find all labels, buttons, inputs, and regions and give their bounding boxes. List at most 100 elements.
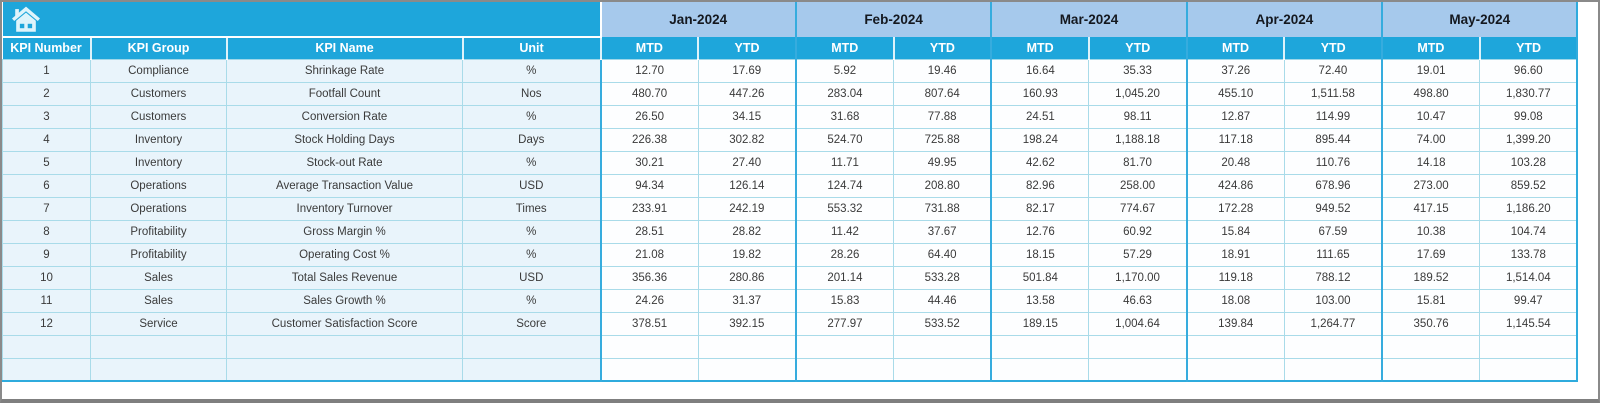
cell-value[interactable] (893, 357, 992, 382)
cell-value[interactable]: 64.40 (893, 242, 992, 267)
cell-kpi-number[interactable] (2, 357, 91, 382)
cell-value[interactable]: 11.42 (794, 219, 895, 244)
cell-kpi-group[interactable]: Inventory (90, 150, 227, 175)
subheader-ytd[interactable]: YTD (892, 37, 992, 60)
cell-value[interactable]: 117.18 (1185, 127, 1285, 152)
cell-kpi-name[interactable]: Shrinkage Rate (226, 58, 463, 83)
cell-kpi-name[interactable]: Inventory Turnover (226, 196, 463, 221)
cell-kpi-name[interactable]: Conversion Rate (226, 104, 463, 129)
cell-value[interactable] (599, 357, 699, 382)
cell-value[interactable]: 350.76 (1381, 311, 1481, 336)
cell-value[interactable]: 17.69 (697, 58, 797, 83)
cell-kpi-name[interactable]: Sales Growth % (226, 288, 463, 313)
cell-kpi-name[interactable]: Stock-out Rate (226, 150, 463, 175)
subheader-mtd[interactable]: MTD (990, 37, 1089, 60)
cell-kpi-number[interactable]: 9 (2, 242, 91, 267)
cell-kpi-name[interactable] (226, 357, 463, 382)
cell-value[interactable]: 133.78 (1479, 242, 1578, 267)
cell-kpi-number[interactable]: 5 (2, 150, 91, 175)
cell-value[interactable] (1088, 357, 1188, 382)
cell-kpi-group[interactable]: Sales (90, 265, 227, 290)
cell-unit[interactable]: % (462, 288, 601, 313)
cell-value[interactable] (794, 334, 895, 359)
cell-value[interactable]: 678.96 (1283, 173, 1383, 198)
cell-value[interactable]: 74.00 (1381, 127, 1481, 152)
cell-unit[interactable]: % (462, 58, 601, 83)
cell-value[interactable]: 19.46 (893, 58, 992, 83)
col-header-kpi-number[interactable]: KPI Number (2, 37, 91, 60)
cell-value[interactable]: 19.01 (1381, 58, 1481, 83)
cell-value[interactable]: 18.08 (1185, 288, 1285, 313)
cell-value[interactable]: 99.08 (1479, 104, 1578, 129)
month-header-apr[interactable]: Apr-2024 (1185, 2, 1383, 37)
cell-value[interactable]: 208.80 (893, 173, 992, 198)
cell-value[interactable]: 1,004.64 (1088, 311, 1188, 336)
month-header-feb[interactable]: Feb-2024 (794, 2, 992, 37)
cell-value[interactable]: 31.68 (794, 104, 895, 129)
cell-value[interactable]: 12.70 (599, 58, 699, 83)
cell-value[interactable]: 356.36 (599, 265, 699, 290)
cell-value[interactable] (990, 334, 1090, 359)
cell-unit[interactable] (462, 334, 601, 359)
cell-kpi-group[interactable]: Operations (90, 196, 227, 221)
cell-value[interactable]: 44.46 (893, 288, 992, 313)
cell-value[interactable]: 302.82 (697, 127, 797, 152)
cell-value[interactable]: 60.92 (1088, 219, 1188, 244)
cell-value[interactable]: 1,511.58 (1283, 81, 1383, 106)
cell-value[interactable]: 1,264.77 (1283, 311, 1383, 336)
cell-value[interactable]: 226.38 (599, 127, 699, 152)
cell-kpi-number[interactable]: 3 (2, 104, 91, 129)
cell-value[interactable]: 72.40 (1283, 58, 1383, 83)
cell-kpi-group[interactable]: Operations (90, 173, 227, 198)
subheader-ytd[interactable]: YTD (697, 37, 796, 60)
cell-value[interactable] (1381, 357, 1481, 382)
cell-value[interactable]: 20.48 (1185, 150, 1285, 175)
cell-value[interactable]: 1,186.20 (1479, 196, 1578, 221)
home-icon[interactable] (11, 6, 41, 33)
subheader-ytd[interactable]: YTD (1478, 37, 1578, 60)
subheader-mtd[interactable]: MTD (599, 37, 699, 60)
cell-kpi-number[interactable]: 1 (2, 58, 91, 83)
cell-kpi-name[interactable]: Footfall Count (226, 81, 463, 106)
cell-kpi-group[interactable]: Inventory (90, 127, 227, 152)
cell-kpi-name[interactable] (226, 334, 463, 359)
cell-value[interactable]: 28.51 (599, 219, 699, 244)
cell-value[interactable]: 17.69 (1381, 242, 1481, 267)
cell-unit[interactable]: USD (462, 265, 601, 290)
cell-value[interactable] (1283, 357, 1383, 382)
cell-kpi-group[interactable]: Compliance (90, 58, 227, 83)
cell-value[interactable]: 82.96 (990, 173, 1090, 198)
cell-value[interactable]: 111.65 (1283, 242, 1383, 267)
cell-value[interactable]: 77.88 (893, 104, 992, 129)
cell-unit[interactable]: USD (462, 173, 601, 198)
cell-value[interactable]: 1,045.20 (1088, 81, 1188, 106)
cell-kpi-name[interactable]: Stock Holding Days (226, 127, 463, 152)
cell-value[interactable] (599, 334, 699, 359)
col-header-kpi-name[interactable]: KPI Name (225, 37, 463, 60)
cell-value[interactable]: 12.76 (990, 219, 1090, 244)
cell-value[interactable]: 189.15 (990, 311, 1090, 336)
cell-unit[interactable]: Nos (462, 81, 601, 106)
cell-value[interactable]: 82.17 (990, 196, 1090, 221)
cell-unit[interactable]: % (462, 104, 601, 129)
cell-unit[interactable]: Score (462, 311, 601, 336)
col-header-unit[interactable]: Unit (461, 37, 601, 60)
cell-value[interactable]: 807.64 (893, 81, 992, 106)
cell-value[interactable]: 13.58 (990, 288, 1090, 313)
cell-value[interactable] (893, 334, 992, 359)
cell-value[interactable]: 774.67 (1088, 196, 1188, 221)
cell-kpi-number[interactable]: 4 (2, 127, 91, 152)
subheader-ytd[interactable]: YTD (1283, 37, 1383, 60)
cell-value[interactable]: 501.84 (990, 265, 1090, 290)
cell-value[interactable]: 189.52 (1381, 265, 1481, 290)
cell-value[interactable]: 1,170.00 (1088, 265, 1188, 290)
cell-value[interactable]: 201.14 (794, 265, 895, 290)
cell-value[interactable]: 859.52 (1479, 173, 1578, 198)
subheader-mtd[interactable]: MTD (1185, 37, 1285, 60)
cell-value[interactable]: 949.52 (1283, 196, 1383, 221)
cell-value[interactable]: 26.50 (599, 104, 699, 129)
home-cell[interactable] (2, 2, 602, 38)
cell-kpi-group[interactable]: Sales (90, 288, 227, 313)
subheader-ytd[interactable]: YTD (1087, 37, 1187, 60)
cell-value[interactable]: 18.15 (990, 242, 1090, 267)
